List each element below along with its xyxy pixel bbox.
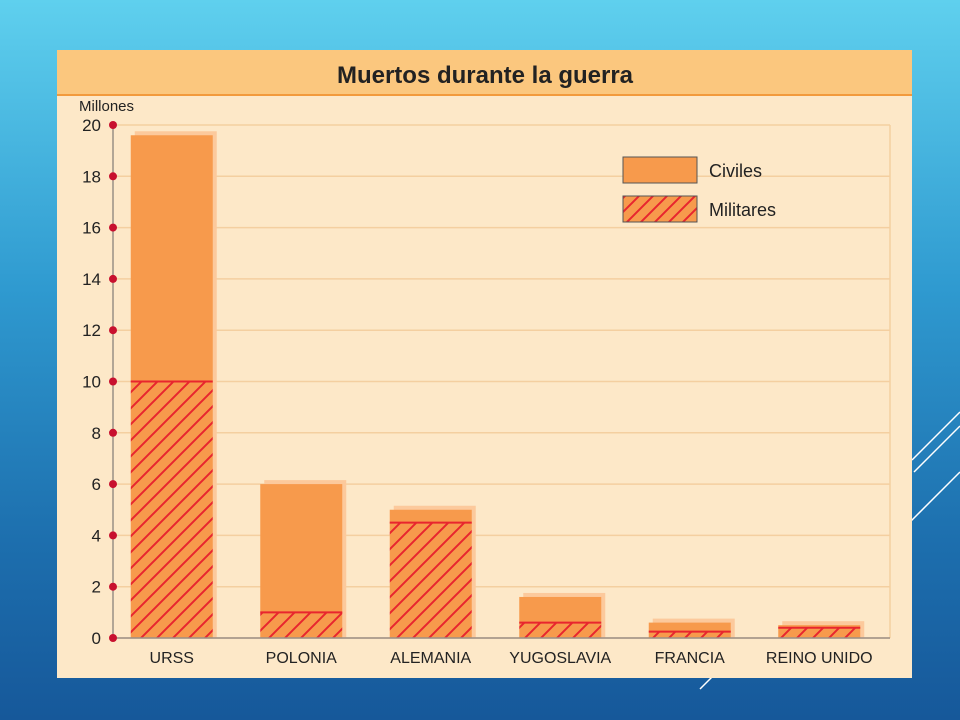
bar-civiles [648,622,731,632]
x-axis-labels: URSS POLONIA ALEMANIA YUGOSLAVIA FRANCIA REIN… [150,650,873,667]
x-tick-label: POLONIA [266,650,337,667]
y-tick-label: 0 [92,629,101,648]
y-tick-label: 4 [92,526,101,545]
y-tick-dot [109,274,117,283]
x-tick-label: URSS [150,650,194,667]
y-tick-label: 2 [92,578,101,597]
y-tick-label: 16 [82,219,101,238]
legend-label-militares: Militares [709,200,776,220]
decorative-diagonal-lines [699,411,960,690]
y-tick-dot [109,531,117,540]
chart: Muertos durante la guerra Millones 0 2 4 6 8… [57,50,912,667]
bar-militares [260,612,343,638]
bar-civiles [260,484,343,613]
y-tick-dot [109,326,117,335]
y-tick-dot [109,172,117,181]
x-tick-label: YUGOSLAVIA [509,650,611,667]
y-tick-dot [109,582,117,591]
y-tick-label: 20 [82,116,101,135]
y-tick-label: 8 [92,424,101,443]
chart-header [57,50,912,95]
bar-militares [130,381,213,638]
y-tick-label: 18 [82,167,101,186]
legend-swatch-civiles [622,156,698,184]
legend-swatch-militares [622,195,698,223]
x-tick-label: FRANCIA [655,650,726,667]
y-axis: 0 2 4 6 8 10 12 14 16 18 20 [82,116,890,648]
chart-title: Muertos durante la guerra [337,62,634,89]
y-tick-dot [109,377,117,386]
bar-civiles [778,625,861,628]
legend-label-civiles: Civiles [709,161,762,181]
y-tick-label: 12 [82,321,101,340]
x-tick-label: REINO UNIDO [766,650,873,667]
y-tick-label: 10 [82,373,101,392]
bar-militares [778,627,861,638]
y-tick-dot [109,121,117,129]
bars [130,131,865,638]
bar-militares [648,631,731,638]
y-tick-label: 14 [82,270,101,289]
legend: Civiles Militares [622,156,776,223]
y-tick-label: 6 [92,475,101,494]
gridlines [113,124,891,639]
bar-militares [389,522,472,638]
x-tick-label: ALEMANIA [390,650,471,667]
chart-panel: Muertos durante la guerra Millones 0 2 4 6 8… [57,50,912,678]
bar-civiles [389,509,472,523]
y-tick-dot [109,480,117,489]
y-tick-dot [109,223,117,232]
y-axis-label: Millones [79,98,134,115]
y-tick-dot [109,428,117,437]
bar-civiles [130,135,213,382]
bar-civiles [519,596,602,623]
bar-militares [519,622,602,638]
y-tick-dot [109,634,117,642]
